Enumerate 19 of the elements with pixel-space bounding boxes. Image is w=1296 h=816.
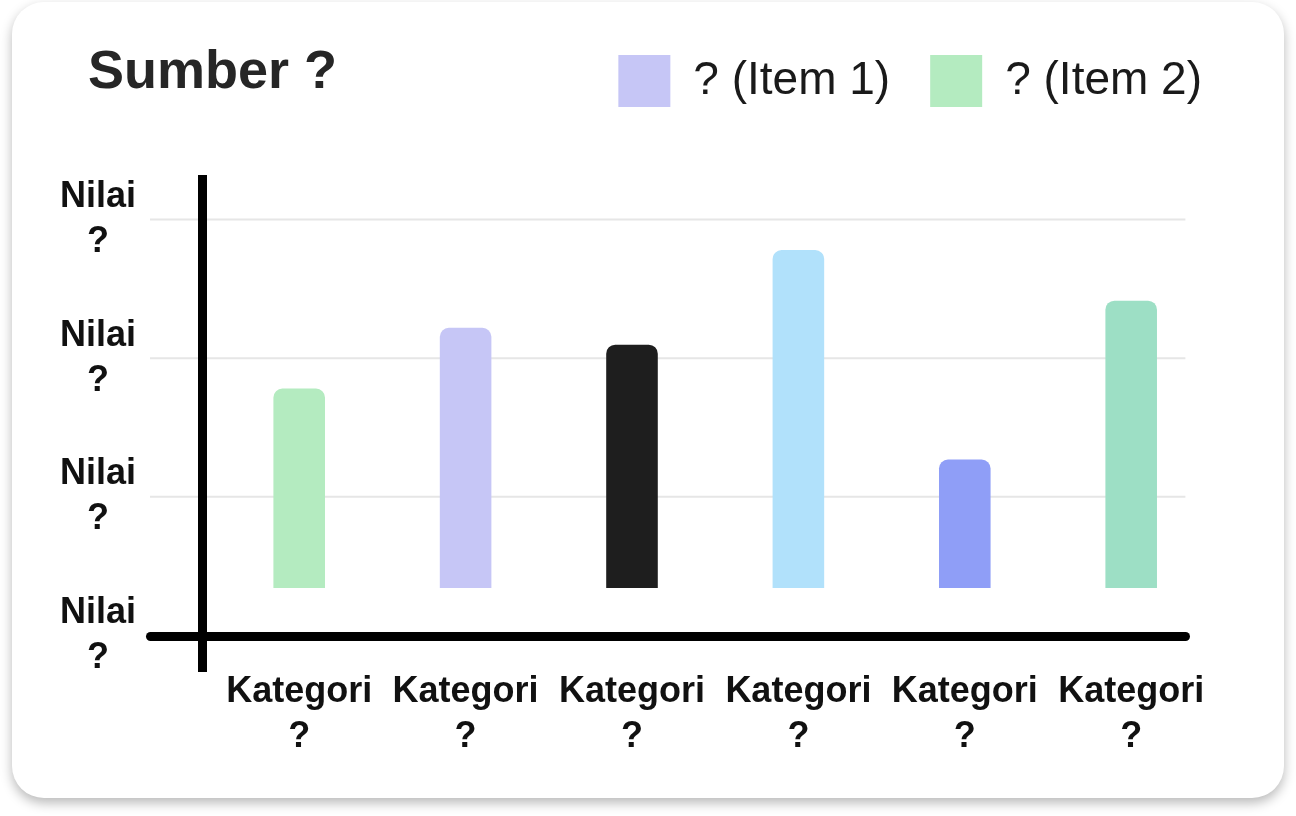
ref-line-label: Nilai ? bbox=[59, 312, 137, 399]
legend-label: ? (Item 1) bbox=[693, 51, 891, 104]
x-tick-label: Kategori ? bbox=[1058, 669, 1205, 756]
x-tick-label: Kategori ? bbox=[891, 669, 1038, 756]
text: Nilai ? bbox=[59, 590, 137, 677]
bar bbox=[1105, 300, 1157, 588]
legend-label: ? (Item 2) bbox=[1005, 51, 1202, 104]
x-tick-label: Kategori ? bbox=[226, 669, 373, 756]
bar bbox=[273, 388, 325, 588]
bar bbox=[939, 459, 991, 588]
x-tick-label: Kategori ? bbox=[392, 669, 539, 756]
bar bbox=[439, 327, 492, 588]
chart-title: Sumber ? bbox=[88, 39, 338, 99]
ref-line-label: Nilai ? bbox=[59, 174, 137, 261]
x-tick-label: Kategori ? bbox=[558, 669, 706, 756]
ref-line-label: Nilai ? bbox=[59, 451, 137, 538]
bar bbox=[606, 344, 658, 588]
x-tick-label: Kategori ? bbox=[725, 669, 872, 756]
bar bbox=[772, 250, 825, 588]
